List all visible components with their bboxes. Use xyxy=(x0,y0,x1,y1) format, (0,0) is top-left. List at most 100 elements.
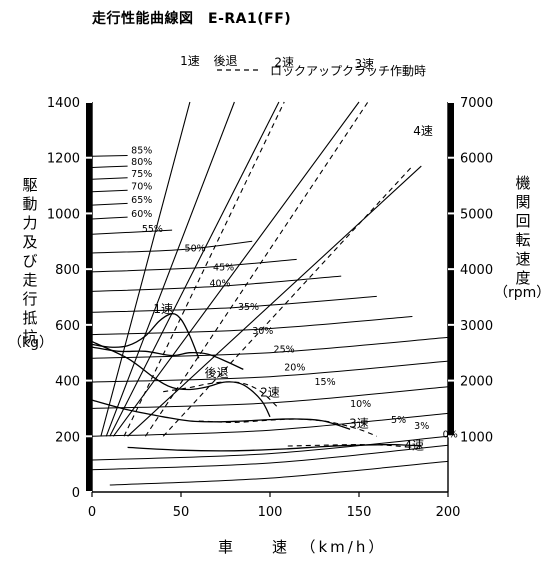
x-tick-label: 50 xyxy=(173,505,190,520)
grade-label: 20% xyxy=(284,363,305,374)
y-tick-label-left: 400 xyxy=(55,375,80,390)
grade-label: 30% xyxy=(252,326,273,337)
y-tick-label-right: 2000 xyxy=(460,375,493,390)
y-tick-label-left: 200 xyxy=(55,430,80,445)
resistance-curve xyxy=(91,295,377,313)
grade-label: 60% xyxy=(131,209,152,220)
gear-label: 1速 xyxy=(180,54,200,68)
rpm-line xyxy=(105,101,235,437)
y-tick-label-right: 5000 xyxy=(460,207,493,222)
grade-label: 35% xyxy=(238,302,259,313)
resistance-curve xyxy=(91,216,128,220)
y-axis-label-right-char: 転 xyxy=(515,231,531,249)
y-axis-label-left: 駆動力及び走行抵抗 xyxy=(21,176,39,347)
y-axis-label-left-char: 抵 xyxy=(22,309,38,327)
drive-force-curve xyxy=(91,346,244,370)
gear-label: 2速 xyxy=(260,386,280,400)
resistance-curve xyxy=(91,316,413,336)
drive-force-curve-lockup xyxy=(198,418,378,437)
chart-title: 走行性能曲線図 E-RA1(FF) xyxy=(92,11,292,27)
legend: ロックアップクラッチ作動時 xyxy=(217,64,426,78)
y-axis-unit-right: （rpm） xyxy=(494,285,550,301)
resistance-curve xyxy=(91,229,173,235)
grade-label: 50% xyxy=(185,243,206,254)
y-axis-label-left-char: 力 xyxy=(22,214,38,232)
y-axis-label-left-char: 動 xyxy=(22,195,38,213)
y-tick-label-left: 1000 xyxy=(47,207,80,222)
resistance-curve xyxy=(91,202,128,206)
resistance-curve xyxy=(91,240,253,254)
grade-label: 40% xyxy=(209,279,230,290)
resistance-curve xyxy=(91,412,449,437)
drive-force-curve xyxy=(91,313,200,359)
grade-label: 45% xyxy=(213,262,234,273)
grade-label: 55% xyxy=(142,224,163,235)
resistance-curve xyxy=(91,336,449,359)
y-axis-label-right-char: 機 xyxy=(515,174,531,192)
y-axis-label-right-char: 度 xyxy=(515,269,531,287)
resistance-curve xyxy=(91,258,297,273)
y-axis-label-left-char: 抗 xyxy=(22,328,38,346)
rpm-lines xyxy=(100,101,422,437)
grade-label: 15% xyxy=(315,377,336,388)
y-axis-label-right: 機関回転速度 xyxy=(514,174,532,288)
grade-label: 25% xyxy=(274,345,295,356)
drive-force-curve-lockup xyxy=(163,381,280,409)
resistance-curve xyxy=(91,444,449,471)
x-tick-label: 100 xyxy=(258,505,283,520)
rpm-line xyxy=(109,101,280,437)
grade-label: 75% xyxy=(131,169,152,180)
grade-label: 65% xyxy=(131,195,152,206)
y-tick-label-left: 600 xyxy=(55,319,80,334)
gear-label: 後退 xyxy=(205,366,229,380)
left-axis-bar xyxy=(86,102,92,492)
gear-label: 4速 xyxy=(404,439,424,453)
grade-label: 85% xyxy=(131,145,152,156)
x-axis-label: 車 速 （km/h） xyxy=(218,538,387,556)
y-axis-label-right-char: 回 xyxy=(515,212,531,230)
y-tick-label-left: 1200 xyxy=(47,152,80,167)
curve-labels: 85%80%75% 70% 65% 60% 55% 50% 45% 40% 35% 30%25% 2… xyxy=(131,54,458,452)
rpm-line xyxy=(112,101,360,437)
grade-label: 3% xyxy=(414,421,429,432)
drive-force-curve xyxy=(91,399,351,430)
y-axis-unit-left: （kg） xyxy=(8,335,53,351)
x-tick-label: 150 xyxy=(347,505,372,520)
grade-label: 5% xyxy=(391,415,406,426)
grade-label: 70% xyxy=(131,182,152,193)
resistance-curve xyxy=(91,360,449,383)
resistance-curve xyxy=(91,275,342,292)
x-tick-label: 0 xyxy=(88,505,96,520)
y-axis-label-right-char: 速 xyxy=(515,250,531,268)
y-axis-label-left-char: 及 xyxy=(22,233,38,251)
tick-labels: 0200400600800100012001400100020003000400… xyxy=(47,96,493,520)
x-tick-label: 200 xyxy=(436,505,461,520)
grade-label: 80% xyxy=(131,157,152,168)
drive-force-curves xyxy=(91,313,422,452)
gear-label: 3速 xyxy=(355,57,375,71)
resistance-curve xyxy=(91,165,128,168)
rpm-line-lockup xyxy=(144,101,369,437)
grade-label: 0% xyxy=(443,430,458,441)
rpm-line-lockup xyxy=(123,101,285,437)
legend-text: ロックアップクラッチ作動時 xyxy=(270,64,426,78)
y-tick-label-left: 800 xyxy=(55,263,80,278)
y-tick-label-right: 6000 xyxy=(460,152,493,167)
y-axis-label-left-char: 行 xyxy=(22,290,38,308)
y-axis-label-left-char: 駆 xyxy=(22,176,38,194)
y-axis-label-left-char: び xyxy=(22,252,38,270)
gear-label: 4速 xyxy=(413,124,433,138)
gear-label: 後退 xyxy=(213,54,237,68)
y-axis-label-right-char: 関 xyxy=(515,193,531,211)
y-tick-label-right: 1000 xyxy=(460,430,493,445)
y-tick-label-right: 3000 xyxy=(460,319,493,334)
grade-label: 10% xyxy=(350,399,371,410)
resistance-curve xyxy=(91,435,449,461)
resistance-curve xyxy=(109,460,449,486)
rpm-line xyxy=(100,101,191,437)
gear-label: 1速 xyxy=(153,302,173,316)
y-tick-label-right: 7000 xyxy=(460,96,493,111)
y-axis-label-left-char: 走 xyxy=(22,271,38,289)
y-tick-label-right: 4000 xyxy=(460,263,493,278)
